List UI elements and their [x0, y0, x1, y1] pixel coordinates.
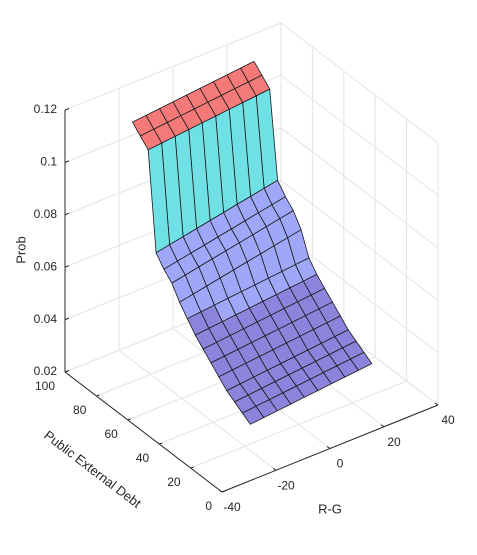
grid-line — [280, 179, 439, 301]
surface-patch — [241, 405, 265, 425]
z-tick — [64, 160, 70, 163]
grid-line — [118, 349, 277, 471]
y-tick — [96, 394, 100, 397]
x-tick-label: -40 — [223, 500, 241, 514]
grid-line — [280, 127, 439, 249]
grid-line — [280, 75, 439, 196]
z-tick — [64, 317, 70, 321]
grid-line — [190, 380, 407, 469]
y-tick — [190, 466, 194, 469]
x-axis-label: R-G — [318, 501, 342, 516]
z-tick-label: 0.06 — [34, 259, 58, 273]
z-tick-label: 0.1 — [40, 155, 57, 169]
x-tick-label: 0 — [337, 457, 344, 471]
x-tick — [326, 446, 331, 449]
z-tick-label: 0.08 — [34, 207, 58, 221]
y-tick-label: 0 — [205, 499, 212, 513]
y-tick-label: 80 — [73, 403, 87, 417]
y-tick-label: 100 — [35, 379, 55, 393]
x-tick — [380, 424, 385, 428]
grid-line — [280, 22, 439, 144]
z-tick — [64, 265, 70, 268]
y-tick — [127, 418, 131, 421]
x-tick — [218, 489, 223, 493]
y-axis — [64, 371, 223, 493]
y-tick-label: 20 — [167, 475, 181, 489]
x-tick-label: -20 — [277, 478, 295, 492]
z-axis-label: Prob — [13, 236, 28, 263]
x-tick — [434, 402, 439, 406]
z-tick — [64, 212, 70, 216]
y-tick-label: 60 — [104, 427, 118, 441]
x-tick — [272, 467, 277, 471]
y-axis-label: Public External Debt — [41, 427, 144, 511]
y-tick — [159, 442, 163, 445]
x-tick-label: 20 — [387, 435, 401, 449]
z-tick-label: 0.12 — [34, 102, 58, 116]
x-tick-label: 40 — [441, 413, 455, 427]
z-tick-label: 0.02 — [34, 364, 58, 378]
z-tick — [64, 108, 70, 111]
y-tick — [221, 490, 226, 493]
z-tick-label: 0.04 — [34, 312, 58, 326]
y-tick-label: 40 — [136, 451, 150, 465]
z-tick — [64, 370, 70, 373]
